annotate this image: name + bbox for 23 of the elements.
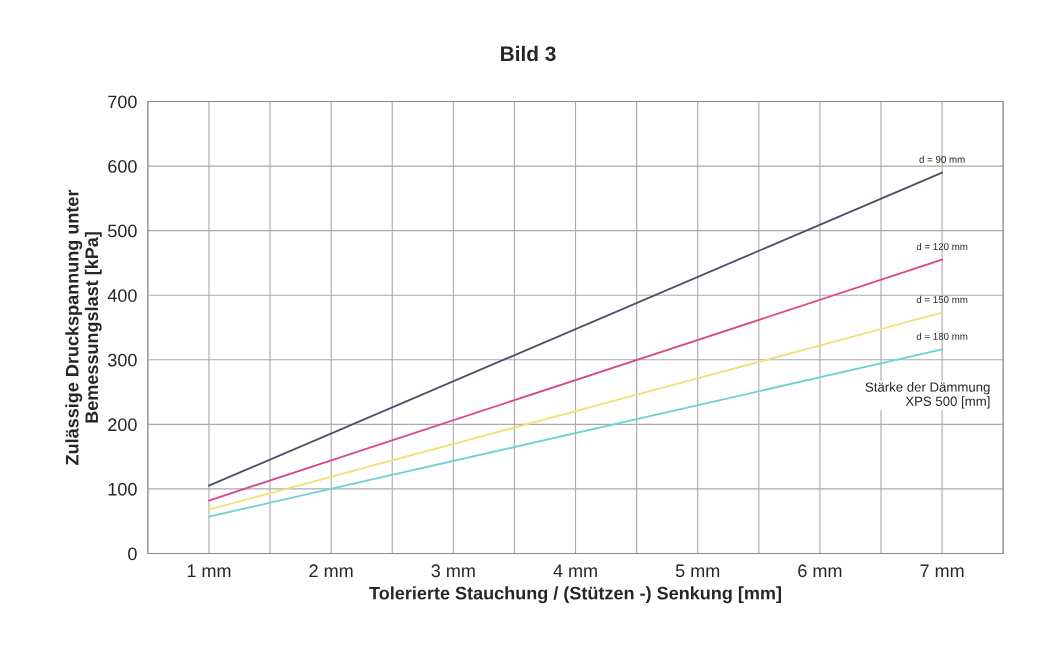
annotation: Stärke der Dämmung XPS 500 [mm] [865, 382, 990, 409]
x-tick-label: 2 mm [309, 564, 353, 577]
y-tick-label: 700 [108, 95, 137, 109]
y-tick-label: 500 [108, 224, 137, 238]
y-tick-label: 300 [107, 353, 137, 367]
y-tick-label: 100 [108, 482, 137, 496]
chart-title: Bild 3 [501, 45, 556, 62]
y-tick-label: 200 [108, 418, 137, 432]
x-axis-title: Tolerierte Stauchung / (Stützen -) Senkung [mm] [369, 586, 781, 604]
x-tick-label: 6 mm [798, 564, 842, 578]
x-tick-label: 4 mm [553, 564, 597, 577]
x-tick-label: 1 mm [187, 564, 231, 577]
x-tick-label: 5 mm [675, 564, 720, 578]
series-label: d = 90 mm [919, 155, 965, 163]
series-label: d = 120 mm [916, 242, 968, 251]
y-axis-title: Zulässige Druckspannung unter Bemessungslast [kPa] [65, 189, 102, 465]
series-label: d = 180 mm [916, 332, 968, 340]
x-tick-label: 7 mm [920, 564, 964, 577]
y-tick-label: 400 [107, 289, 137, 302]
x-tick-label: 3 mm [431, 564, 475, 578]
y-tick-label: 600 [108, 160, 137, 173]
y-tick-label: 0 [128, 547, 137, 561]
series-label: d = 150 mm [916, 295, 968, 303]
